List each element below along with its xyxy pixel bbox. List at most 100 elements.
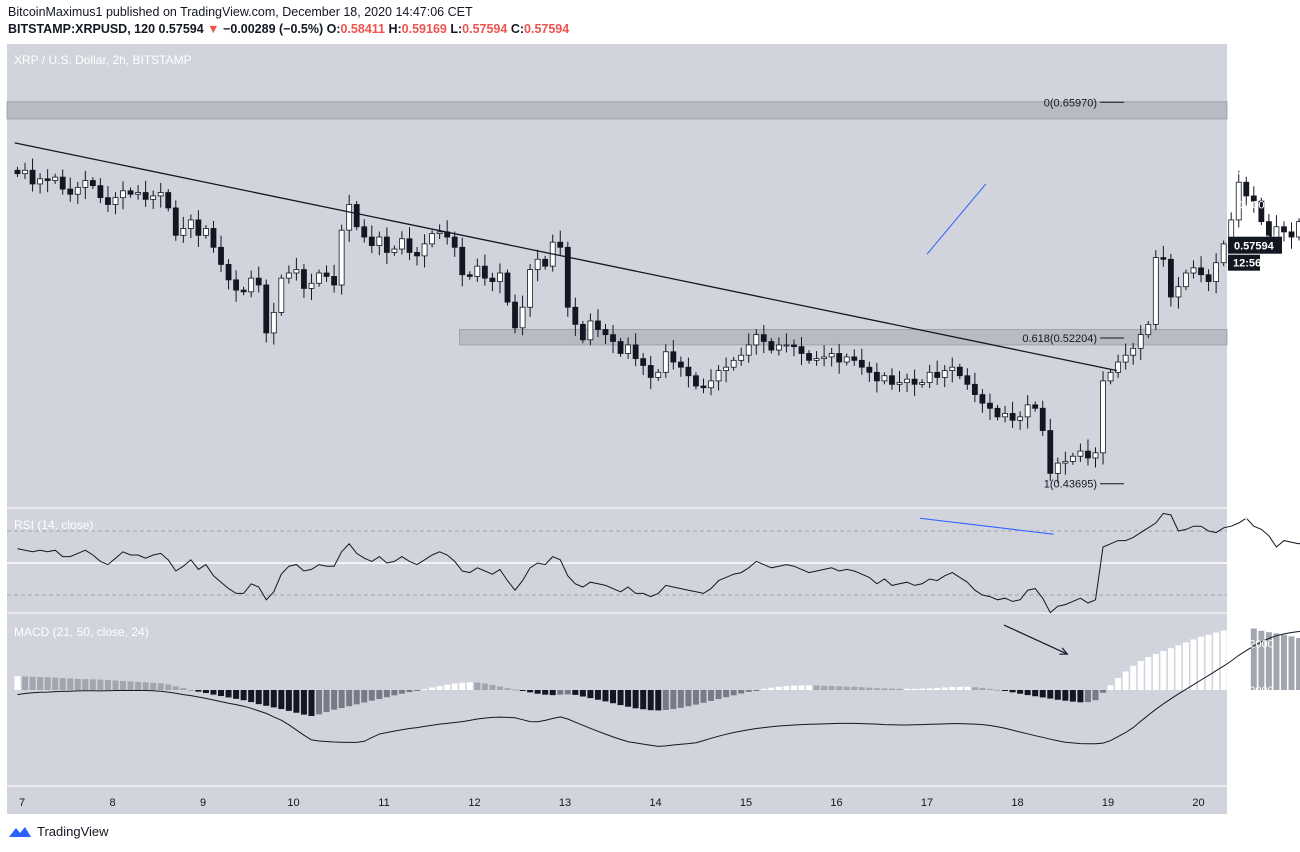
candle-body (1024, 404, 1031, 418)
candle-body (738, 354, 745, 361)
candle-body (414, 252, 420, 257)
macd-histogram-bar (218, 690, 225, 697)
macd-histogram-bar (1220, 630, 1227, 690)
candle-body (1235, 181, 1242, 221)
macd-histogram-bar (934, 687, 941, 690)
macd-histogram-bar (270, 690, 277, 708)
candle-body (647, 365, 654, 378)
macd-histogram-bar (730, 690, 737, 696)
candle-body (896, 382, 903, 385)
candle-body (677, 361, 684, 368)
tradingview-logo-icon (9, 826, 31, 837)
macd-histogram-bar (700, 690, 707, 703)
macd-tick-label: -0.02000 (1234, 731, 1277, 743)
macd-histogram-bar (1198, 636, 1205, 690)
candle-body (662, 351, 669, 373)
macd-histogram-bar (956, 686, 963, 690)
candle-body (534, 258, 541, 270)
candle-body (1077, 450, 1084, 457)
candle-body (806, 353, 812, 361)
price-tick-label: 0.64000 (1237, 131, 1277, 143)
time-tick-label: 7 (19, 797, 25, 809)
candle-body (278, 277, 285, 313)
descending-trendline (14, 142, 1118, 372)
candle-body (14, 169, 21, 175)
macd-histogram-bar (1002, 690, 1009, 691)
macd-histogram-bar (383, 690, 390, 698)
macd-histogram-bar (760, 688, 767, 690)
macd-histogram-bar (97, 679, 104, 690)
open-label: O: (326, 22, 341, 36)
candle-body (489, 277, 496, 282)
candle-body (323, 272, 330, 277)
close-label: C: (510, 22, 525, 36)
rsi-tick-label: 20.00 (1237, 606, 1265, 618)
macd-histogram-bar (436, 686, 443, 690)
macd-histogram-bar (745, 690, 752, 692)
candle-body (497, 272, 503, 282)
candle-body (881, 375, 888, 382)
candle-body (474, 265, 481, 277)
macd-histogram-bar (225, 690, 232, 698)
close-value: 0.57594 (524, 22, 570, 36)
candle-body (150, 195, 157, 200)
macd-histogram-bar (625, 690, 632, 707)
change-value: −0.00289 (−0.5%) (223, 22, 324, 36)
candle-body (157, 192, 164, 197)
candle-body (376, 236, 383, 247)
macd-histogram-bar (1273, 633, 1280, 690)
macd-histogram-bar (557, 690, 564, 695)
macd-histogram-bar (843, 686, 850, 690)
high-label: H: (388, 22, 402, 36)
candle-body (1009, 413, 1016, 421)
candle-body (798, 346, 805, 354)
macd-histogram-bar (1130, 665, 1137, 690)
macd-histogram-bar (926, 688, 933, 690)
macd-tick-label: 0.00000 (1234, 685, 1274, 697)
candle-body (1069, 455, 1076, 462)
candle-body (693, 375, 699, 387)
candle-body (987, 402, 993, 409)
tradingview-footer[interactable]: TradingView (8, 824, 109, 839)
macd-histogram-bar (866, 687, 873, 690)
high-value: 0.59169 (401, 22, 447, 36)
plot-background (7, 44, 1227, 814)
macd-histogram-bar (74, 678, 81, 690)
candle-body (670, 351, 677, 363)
macd-histogram-bar (1152, 654, 1159, 690)
macd-histogram-bar (1145, 657, 1152, 690)
candle-body (527, 269, 534, 308)
macd-histogram-bar (1190, 639, 1197, 690)
candle-body (949, 366, 956, 372)
macd-histogram-bar (157, 683, 164, 690)
candle-body (828, 353, 835, 358)
candle-body (210, 228, 217, 248)
candle-body (391, 248, 398, 253)
candle-body (89, 180, 96, 187)
time-tick-label: 11 (378, 797, 389, 809)
candle-body (1160, 257, 1167, 260)
macd-histogram-bar (104, 680, 111, 690)
macd-histogram-bar (723, 690, 730, 698)
macd-histogram-bar (135, 681, 142, 690)
candle-body (308, 282, 315, 289)
macd-histogram-bar (828, 686, 835, 690)
publisher-text: BitcoinMaximus1 published on TradingView… (8, 5, 473, 19)
rsi-line (17, 512, 1300, 614)
candle-body (1288, 231, 1295, 238)
macd-histogram-bar (1296, 638, 1300, 690)
candle-body (512, 301, 518, 329)
candle-body (723, 366, 730, 372)
macd-histogram-bar (82, 679, 89, 690)
fib-level-label: 0.618(0.52204) (1022, 333, 1097, 345)
symbol-name[interactable]: BITSTAMP:XRPUSD, 120 (8, 22, 156, 36)
candle-body (836, 353, 843, 363)
macd-histogram-bar (647, 690, 654, 711)
candle-body (180, 228, 187, 236)
macd-histogram-bar (775, 686, 782, 690)
candle-body (331, 276, 337, 286)
candle-body (708, 380, 714, 389)
macd-histogram-bar (587, 690, 594, 699)
price-tick-label: 0.52000 (1237, 337, 1277, 349)
